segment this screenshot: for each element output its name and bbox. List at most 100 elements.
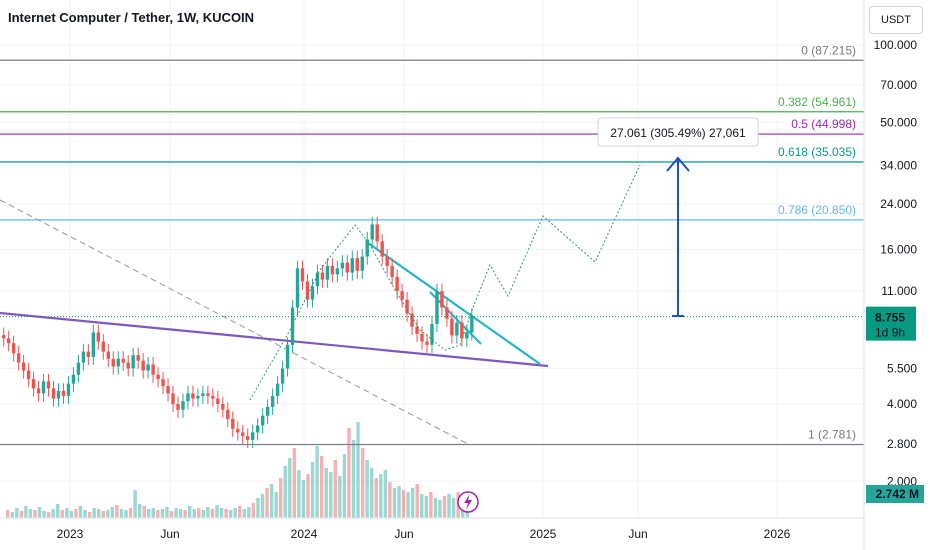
fib-level-label: 0.786 (20.850) (778, 203, 856, 217)
candle-body (385, 256, 389, 266)
candle-body (345, 262, 350, 273)
candle-body (370, 224, 374, 240)
volume-bar (24, 506, 28, 518)
candle-body (265, 406, 270, 416)
volume-bar (319, 456, 324, 518)
candle-body (106, 351, 110, 359)
volume-bar (242, 509, 246, 518)
candle-body (96, 332, 101, 342)
candle-body (241, 432, 245, 437)
candle-body (116, 358, 120, 367)
volume-bar (247, 507, 251, 518)
volume-bar (315, 446, 319, 518)
candle-body (425, 341, 429, 345)
volume-bar (46, 512, 51, 518)
volume-bar (74, 509, 78, 518)
fib-level-label: 1 (2.781) (808, 428, 856, 442)
y-tick-label: 24.000 (880, 197, 917, 211)
candle-body (146, 364, 150, 371)
candle-body (255, 425, 260, 433)
volume-bar (28, 509, 33, 518)
currency-button[interactable]: USDT (869, 6, 923, 34)
y-tick-label: 100.000 (874, 38, 918, 52)
volume-bar (292, 448, 297, 518)
volume-bar (165, 507, 169, 518)
measure-arrow-head (666, 156, 690, 172)
x-tick-label: 2025 (530, 527, 557, 541)
candle-body (191, 393, 195, 399)
volume-bar (279, 478, 283, 518)
volume-bar (447, 494, 451, 518)
volume-bar (210, 509, 215, 518)
volume-bar (192, 509, 196, 518)
candle-body (355, 258, 359, 271)
candle-body (260, 415, 265, 426)
volume-bar (433, 498, 438, 518)
candle-body (11, 343, 16, 354)
trend-lines[interactable] (0, 199, 549, 446)
volume-bar (406, 492, 410, 518)
candlesticks (2, 216, 474, 448)
candle-body (270, 395, 275, 407)
projection-overlay[interactable]: 27.061 (305.49%) 27,061 (0, 117, 864, 513)
candle-body (126, 362, 130, 369)
candle-body (141, 360, 145, 371)
candle-body (186, 393, 190, 402)
volume-bar (174, 508, 178, 518)
volume-bar (37, 507, 42, 518)
candle-body (285, 344, 290, 369)
volume-bar (60, 510, 64, 518)
volume-bar (160, 509, 165, 518)
volume-bar (183, 510, 187, 518)
volume-bar (92, 508, 96, 518)
candle-body (176, 404, 180, 410)
candle-body (76, 362, 81, 375)
candle-body (445, 307, 449, 319)
candle-body (131, 355, 135, 369)
candle-body (211, 395, 215, 399)
y-tick-label: 2.800 (887, 437, 917, 451)
volume-bar (197, 508, 201, 518)
candle-body (71, 374, 76, 384)
volume-bar (274, 492, 278, 518)
volume-bar (301, 480, 306, 518)
candle-body (325, 265, 330, 280)
last-price-value: 8.755 (875, 311, 905, 325)
candle-body (275, 383, 280, 396)
volume-bar (288, 458, 292, 518)
candle-body (350, 258, 354, 273)
candle-body (410, 313, 414, 327)
candle-body (6, 338, 11, 344)
volume-bar (415, 484, 419, 518)
candle-body (111, 358, 115, 367)
candle-body (246, 436, 250, 440)
candle-body (136, 355, 140, 361)
volume-bar (451, 498, 456, 518)
resistance-trendline (367, 242, 541, 365)
volume-bar (360, 448, 365, 518)
candle-body (16, 353, 21, 363)
candle-body (310, 286, 315, 300)
volume-bar (324, 468, 328, 518)
candle-body (2, 335, 6, 339)
volume-bar (110, 507, 115, 518)
candle-body (280, 368, 285, 384)
volume-bar (397, 486, 401, 518)
candle-body (86, 351, 91, 357)
candle-body (420, 333, 424, 342)
candle-body (400, 291, 404, 300)
candle-body (171, 393, 175, 404)
volume-bars (6, 422, 469, 518)
candle-body (81, 351, 86, 363)
candle-body (375, 224, 379, 242)
volume-bar (219, 508, 224, 518)
volume-bar (188, 506, 192, 518)
candle-body (101, 341, 105, 352)
candle-body (440, 291, 444, 308)
volume-bar (201, 510, 206, 518)
x-tick-label: Jun (160, 527, 179, 541)
candle-body (26, 370, 31, 380)
candle-body (435, 291, 439, 324)
candle-body (335, 268, 340, 275)
